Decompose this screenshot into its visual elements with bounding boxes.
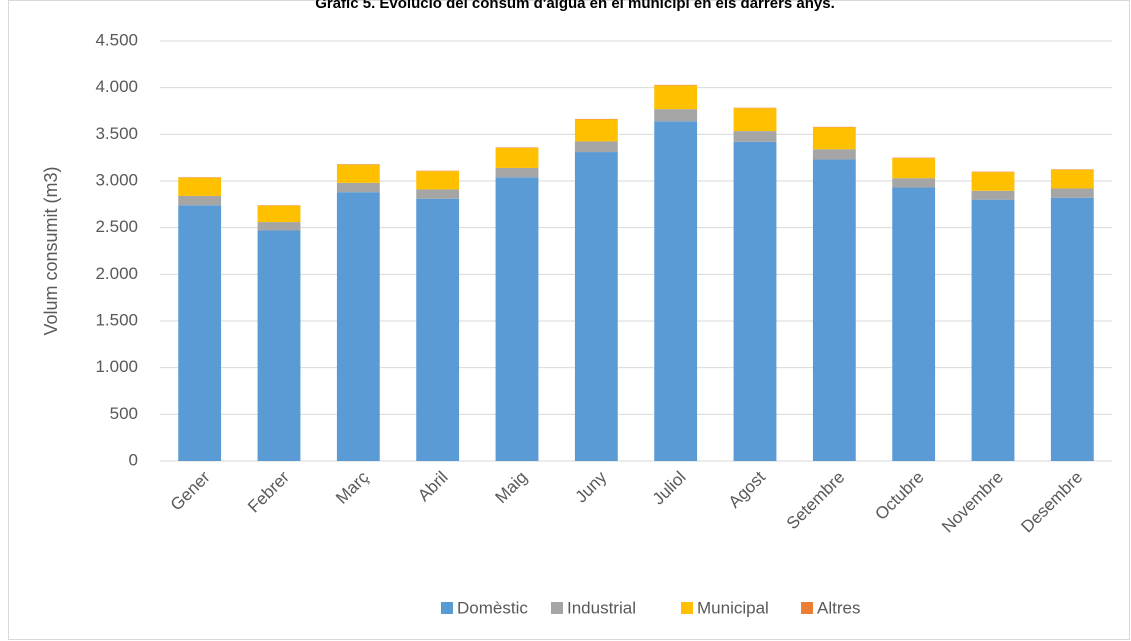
legend-swatch — [551, 602, 563, 614]
bar-segment — [971, 199, 1015, 461]
bar-segment — [495, 147, 539, 168]
bar-segment — [654, 109, 698, 122]
bar-segment — [495, 167, 539, 178]
bar-segment — [892, 158, 936, 179]
bar-segment — [178, 195, 222, 206]
bar-segment — [416, 189, 460, 199]
bar-segment — [336, 192, 380, 461]
bar-segment — [495, 177, 539, 461]
legend-swatch — [681, 602, 693, 614]
bar-segment — [733, 131, 777, 142]
bar-segment — [178, 205, 222, 461]
bar-segment — [257, 222, 301, 231]
y-tick-label: 0 — [129, 450, 138, 469]
bar-segment — [733, 141, 777, 462]
bar-segment — [1050, 197, 1094, 462]
bar-segment — [416, 171, 460, 190]
bar-segment — [574, 152, 618, 462]
bar-segment — [416, 198, 460, 461]
bar-segment — [971, 172, 1015, 191]
bar-segment — [336, 182, 380, 193]
bar-segment — [1050, 169, 1094, 189]
legend-label: Municipal — [697, 598, 769, 617]
legend-label: Domèstic — [457, 598, 528, 617]
y-tick-label: 3.500 — [95, 124, 138, 143]
legend-swatch — [441, 602, 453, 614]
bar-segment — [1050, 188, 1094, 198]
y-axis-title: Volum consumit (m3) — [41, 166, 61, 335]
bar-segment — [654, 85, 698, 110]
bar-segment — [812, 159, 856, 462]
chart-title: Gràfic 5. Evolució del consum d'aigua en… — [315, 0, 835, 12]
bar-segment — [178, 177, 222, 196]
bar-segment — [257, 230, 301, 461]
y-tick-label: 2.000 — [95, 264, 138, 283]
bar-segment — [892, 178, 936, 188]
y-tick-label: 1.500 — [95, 310, 138, 329]
bar-segment — [574, 119, 618, 142]
y-tick-label: 2.500 — [95, 217, 138, 236]
bar-segment — [336, 164, 380, 183]
y-tick-label: 1.000 — [95, 357, 138, 376]
bar-segment — [892, 187, 936, 462]
bar-segment — [812, 127, 856, 150]
y-tick-label: 500 — [110, 404, 138, 423]
y-tick-label: 4.500 — [95, 30, 138, 49]
y-tick-label: 4.000 — [95, 77, 138, 96]
bar-segment — [971, 190, 1015, 200]
y-tick-label: 3.000 — [95, 170, 138, 189]
bar-segment — [654, 121, 698, 462]
legend-label: Altres — [817, 598, 860, 617]
legend-label: Industrial — [567, 598, 636, 617]
bar-segment — [733, 108, 777, 132]
chart-frame — [8, 0, 1130, 640]
bar-segment — [812, 149, 856, 160]
legend-swatch — [801, 602, 813, 614]
bar-segment — [574, 141, 618, 153]
bar-segment — [257, 205, 301, 223]
